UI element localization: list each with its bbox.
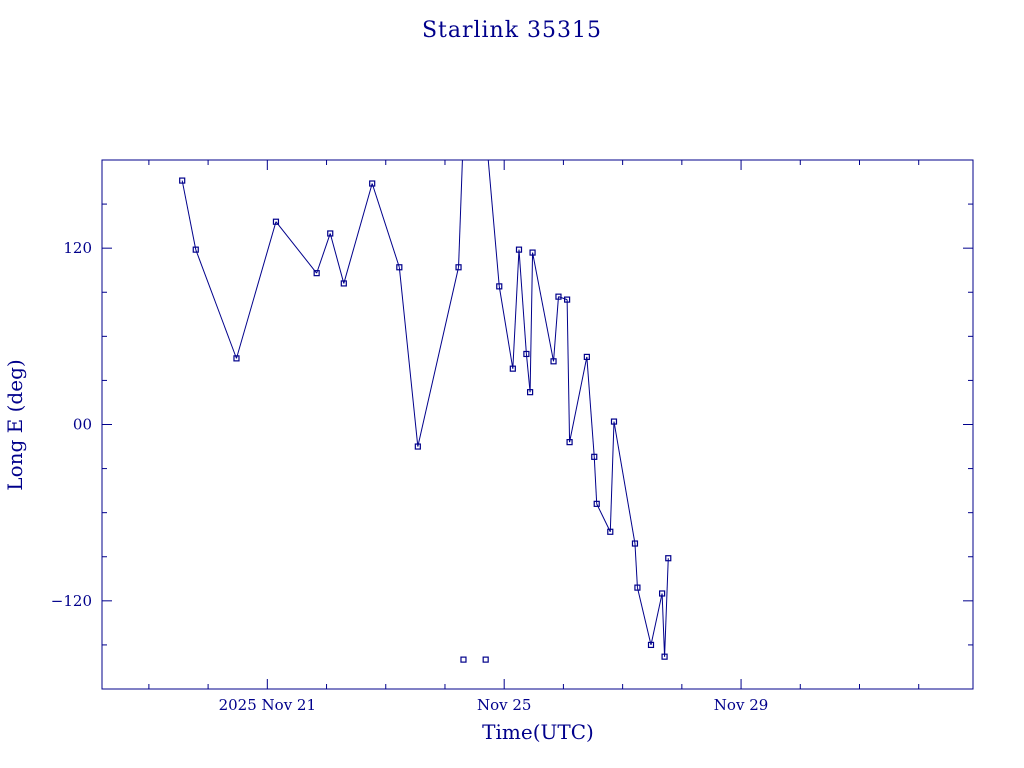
data-point <box>564 296 571 303</box>
data-point <box>593 500 600 507</box>
data-point <box>455 264 462 271</box>
data-point <box>607 528 614 535</box>
series-line-segment <box>664 558 669 657</box>
x-tick-label: Nov 25 <box>477 696 532 714</box>
data-point <box>496 283 503 290</box>
series-line-segment <box>566 299 571 443</box>
data-point <box>566 439 573 446</box>
series-line-segment <box>329 233 345 284</box>
series-line-segment <box>593 456 598 504</box>
data-point <box>659 590 666 597</box>
data-point <box>272 218 280 225</box>
data-point <box>550 358 557 365</box>
data-point <box>192 246 199 253</box>
series-line-segment <box>195 249 237 359</box>
data-point <box>591 453 598 460</box>
series-line-segment <box>558 296 568 301</box>
series-line-segment <box>596 503 611 532</box>
series-line-segment <box>634 543 638 588</box>
x-tick-label: Nov 29 <box>714 696 769 714</box>
series-line-segment <box>487 160 500 287</box>
data-point <box>515 246 523 253</box>
data-point <box>647 641 655 649</box>
series-line-segment <box>518 249 527 355</box>
series-line-segment <box>586 356 595 457</box>
y-tick-label: 120 <box>63 239 92 257</box>
series-line-segment <box>458 160 463 268</box>
x-tick-label: 2025 Nov 21 <box>219 696 316 714</box>
series-line-segment <box>316 233 331 274</box>
data-point <box>327 230 334 237</box>
y-tick-label: 00 <box>73 416 92 434</box>
series-line-segment <box>532 252 555 362</box>
plot-frame <box>101 159 974 690</box>
data-point <box>523 350 530 358</box>
data-point <box>396 264 403 271</box>
series-line-segment <box>181 180 197 250</box>
series-line-segment <box>609 421 615 532</box>
data-point <box>509 365 516 372</box>
series-line-segment <box>275 221 318 274</box>
y-axis-label: Long E (deg) <box>3 359 27 490</box>
data-point <box>529 249 536 256</box>
data-point <box>583 353 590 361</box>
tick-labels: 2025 Nov 21 Nov 25 Nov 29 120 00 −120 <box>51 239 769 714</box>
data-point <box>313 270 320 277</box>
data-point <box>631 540 639 547</box>
data-point <box>340 280 347 287</box>
data-point <box>179 177 186 184</box>
x-axis-label: Time(UTC) <box>482 720 594 744</box>
chart-title: Starlink 35315 <box>422 18 602 43</box>
series-line-segment <box>525 353 531 393</box>
data-point <box>610 418 618 425</box>
tick-marks <box>102 160 973 689</box>
series-line-segment <box>661 593 666 657</box>
data-point <box>665 555 672 562</box>
series-line-segment <box>529 252 534 393</box>
data-point <box>482 656 489 663</box>
series-line-segment <box>235 221 277 359</box>
series-line-segment <box>343 183 373 284</box>
series-line-segment <box>371 183 400 268</box>
data-point <box>233 355 240 362</box>
data-point <box>634 584 641 591</box>
series-line-segment <box>636 587 652 646</box>
series-line-segment <box>650 593 663 646</box>
series-line-segment <box>398 267 419 447</box>
data-point <box>661 653 668 660</box>
data-point <box>526 389 534 396</box>
series-line-segment <box>417 267 460 447</box>
data-point <box>555 293 562 300</box>
y-tick-label: −120 <box>51 592 92 610</box>
series-line-segment <box>553 296 559 362</box>
series-line-segment <box>569 356 588 443</box>
series-line-segment <box>613 421 636 544</box>
data-point <box>369 180 376 187</box>
series-layer <box>179 160 672 663</box>
data-point <box>414 443 421 450</box>
data-point <box>460 656 467 663</box>
series-line-segment <box>512 249 520 369</box>
series-line-segment <box>498 286 514 369</box>
